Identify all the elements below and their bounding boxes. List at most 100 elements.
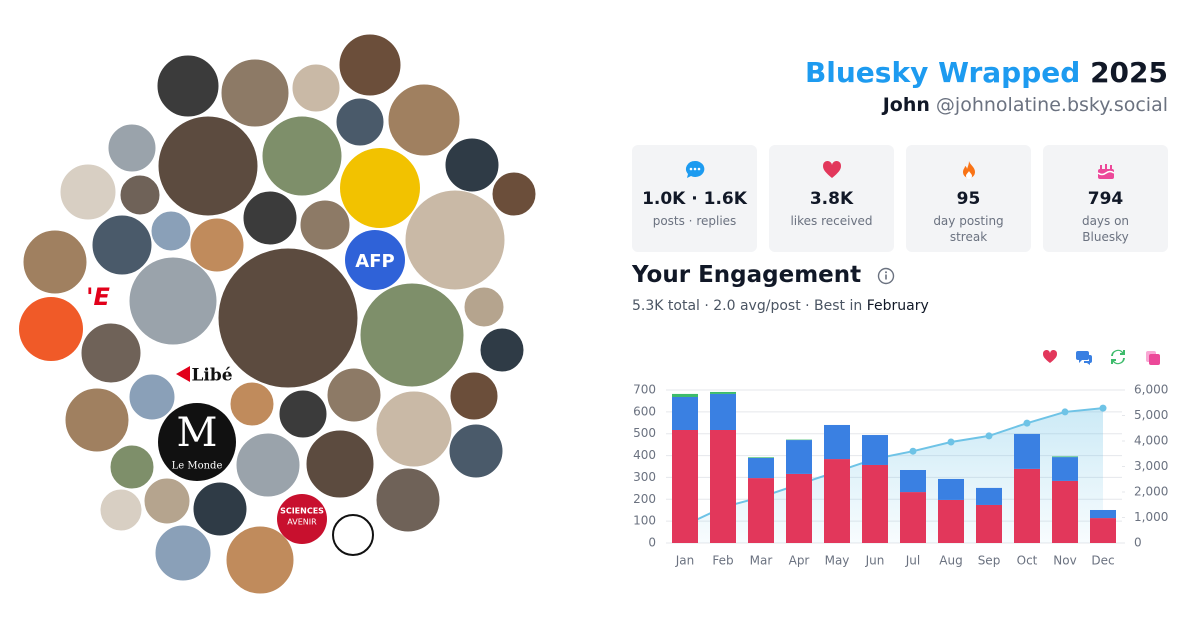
x-tick-label: Sep — [978, 554, 1001, 568]
avatar — [19, 297, 83, 361]
icon — [1097, 164, 1114, 179]
line-point — [871, 455, 879, 463]
avatar — [338, 33, 402, 97]
brand: Bluesky Wrapped — [804, 56, 1081, 89]
stat-card: 1.0K · 1.6K posts · replies — [632, 145, 757, 252]
avatar-text: 'E — [86, 283, 110, 311]
legend — [1042, 349, 1160, 365]
avatar-cloud: AFP M Le Monde Libé SCIENCES AVENIR 'E — [18, 33, 537, 595]
stat-value: 794 — [1087, 189, 1124, 209]
y2-tick-label: 2,000 — [1134, 485, 1168, 499]
avatar — [22, 229, 88, 295]
avatar-text: Libé — [191, 366, 232, 386]
stat-label: likes received — [790, 214, 873, 228]
avatar — [220, 58, 290, 128]
avatar — [359, 282, 465, 388]
stat-value: 3.8K — [809, 189, 854, 209]
avatar — [150, 210, 192, 252]
line-point — [795, 480, 803, 488]
x-tick-label: Dec — [1091, 554, 1114, 568]
y-tick-label: 700 — [633, 383, 656, 397]
y2-tick-label: 4,000 — [1134, 434, 1168, 448]
line-point — [909, 447, 917, 455]
bar-segment — [672, 396, 698, 430]
y-tick-label: 500 — [633, 426, 656, 440]
engagement-summary: 5.3K total · 2.0 avg/post · Best in Febr… — [632, 298, 929, 314]
stat-card: 95 day posting streak — [906, 145, 1031, 252]
icon — [962, 161, 975, 179]
avatar — [192, 481, 248, 537]
bar-segment — [976, 487, 1002, 505]
bar-segment — [938, 499, 964, 543]
avatar — [235, 432, 301, 498]
avatar — [448, 423, 504, 479]
avatar — [242, 190, 298, 246]
line-point — [1099, 404, 1107, 412]
line-point — [757, 493, 765, 501]
avatar — [154, 524, 212, 582]
y2-tick-label: 5,000 — [1134, 408, 1168, 422]
bar-segment — [748, 457, 774, 458]
avatar — [404, 189, 506, 291]
y-tick-label: 200 — [633, 492, 656, 506]
bar-segment — [862, 435, 888, 465]
line-area — [685, 408, 1103, 543]
avatar — [109, 444, 155, 490]
avatar — [491, 171, 537, 217]
line-point — [985, 432, 993, 440]
stat-value: 1.0K · 1.6K — [642, 189, 747, 209]
avatar-text: SCIENCES — [280, 507, 324, 516]
bar-segment — [748, 478, 774, 543]
bar-segment — [824, 424, 850, 460]
bar-segment — [1052, 456, 1078, 458]
bar-segment — [710, 429, 736, 543]
bar-segment — [672, 429, 698, 543]
avatar — [187, 354, 227, 394]
avatar-text: Le Monde — [172, 461, 223, 472]
y2-tick-label: 0 — [1134, 536, 1142, 550]
y2-tick-label: 1,000 — [1134, 510, 1168, 524]
x-tick-label: Oct — [1017, 554, 1038, 568]
avatar — [332, 514, 374, 556]
best-month: February — [866, 298, 929, 314]
bar-segment — [786, 440, 812, 474]
y2-tick-label: 6,000 — [1134, 383, 1168, 397]
avatar — [80, 322, 142, 384]
avatar — [387, 83, 461, 157]
y-tick-label: 300 — [633, 470, 656, 484]
bar-segment — [1052, 480, 1078, 543]
bar-segment — [710, 391, 736, 394]
avatar — [444, 137, 500, 193]
icon — [685, 160, 704, 178]
avatar — [229, 381, 275, 427]
avatar — [128, 373, 176, 421]
avatar-text: M — [177, 410, 218, 456]
avatar — [278, 389, 328, 439]
avatar — [189, 217, 245, 273]
bar-segment — [1014, 468, 1040, 543]
bar-segment — [1052, 457, 1078, 481]
avatar — [305, 429, 375, 499]
line-point — [833, 468, 841, 476]
x-tick-label: Nov — [1053, 554, 1076, 568]
user-handle: @johnolatine.bsky.social — [935, 94, 1168, 116]
x-tick-label: Apr — [789, 554, 810, 568]
avatar — [299, 199, 351, 251]
x-tick-label: Feb — [712, 554, 733, 568]
avatar — [128, 256, 218, 346]
x-tick-label: Aug — [939, 554, 962, 568]
bar-segment — [900, 469, 926, 493]
avatar — [340, 148, 420, 228]
avatar-shape — [176, 366, 190, 382]
bar-segment — [1090, 518, 1116, 543]
avatar-text: AVENIR — [287, 518, 317, 527]
y-tick-label: 400 — [633, 448, 656, 462]
avatar — [261, 115, 343, 197]
line-point — [1061, 408, 1069, 416]
stat-card: 3.8K likes received — [769, 145, 894, 252]
info-icon[interactable] — [877, 267, 895, 285]
avatar — [143, 477, 191, 525]
bar-segment — [938, 478, 964, 500]
bar-segment — [710, 393, 736, 430]
avatar — [345, 230, 405, 290]
